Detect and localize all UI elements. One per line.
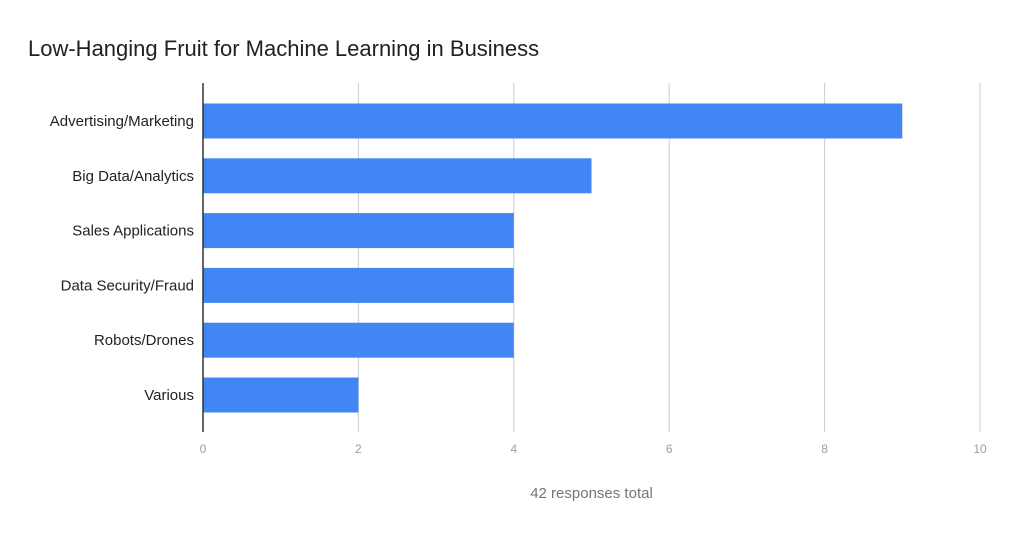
x-axis-title: 42 responses total bbox=[530, 485, 653, 502]
x-tick-labels: 0 2 4 6 8 10 bbox=[200, 442, 987, 456]
bars bbox=[203, 103, 903, 413]
category-label: Advertising/Marketing bbox=[50, 113, 194, 130]
x-tick-label: 10 bbox=[973, 442, 987, 456]
bar bbox=[203, 213, 514, 249]
category-label: Data Security/Fraud bbox=[61, 277, 194, 294]
bar bbox=[203, 267, 514, 303]
bar bbox=[203, 377, 359, 413]
x-tick-label: 4 bbox=[510, 442, 517, 456]
category-label: Big Data/Analytics bbox=[72, 168, 194, 185]
category-labels: Advertising/Marketing Big Data/Analytics S… bbox=[50, 113, 194, 404]
x-tick-label: 2 bbox=[355, 442, 362, 456]
category-label: Sales Applications bbox=[72, 223, 194, 240]
chart-title: Low-Hanging Fruit for Machine Learning i… bbox=[28, 36, 540, 61]
gridlines bbox=[357, 83, 981, 432]
bar bbox=[203, 103, 903, 139]
x-tick-label: 6 bbox=[666, 442, 673, 456]
category-label: Robots/Drones bbox=[94, 332, 194, 349]
bar bbox=[203, 322, 514, 358]
category-label: Various bbox=[144, 387, 194, 404]
x-tick-label: 0 bbox=[200, 442, 207, 456]
bar bbox=[203, 158, 592, 194]
x-tick-label: 8 bbox=[821, 442, 828, 456]
